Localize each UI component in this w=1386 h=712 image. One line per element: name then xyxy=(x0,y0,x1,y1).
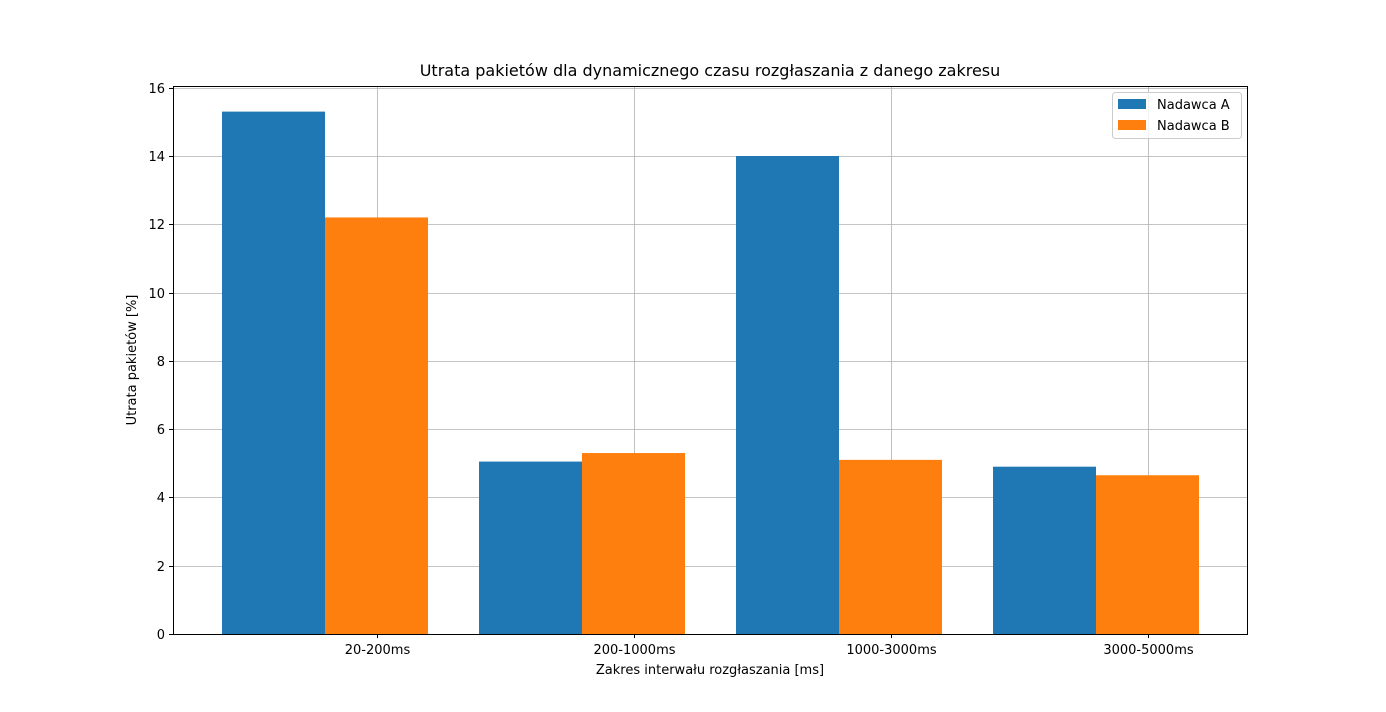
x-tick-label: 1000-3000ms xyxy=(846,643,937,658)
y-tick-label: 8 xyxy=(157,355,165,370)
x-tick-label: 3000-5000ms xyxy=(1103,643,1194,658)
y-tick-label: 12 xyxy=(148,218,165,233)
bars xyxy=(222,111,1199,634)
legend: Nadawca A Nadawca B xyxy=(1112,92,1242,139)
chart-title: Utrata pakietów dla dynamicznego czasu r… xyxy=(420,61,1001,80)
bar-nadawca-a-1 xyxy=(222,111,325,634)
bar-nadawca-b-2 xyxy=(582,453,685,634)
bar-nadawca-a-2 xyxy=(479,461,582,634)
y-tick-label: 2 xyxy=(157,560,165,575)
plot-frame xyxy=(173,86,1248,635)
legend-swatch xyxy=(1118,99,1146,109)
x-tick-label: 200-1000ms xyxy=(593,643,675,658)
axis-ticks: 0 2 4 6 8 10 12 14 16 20-200ms 200-1000ms 1000-3000… xyxy=(148,82,1193,658)
legend-label: Nadawca A xyxy=(1157,98,1230,113)
legend-swatch xyxy=(1118,120,1146,130)
legend-label: Nadawca B xyxy=(1157,119,1230,134)
bar-nadawca-a-3 xyxy=(736,155,839,634)
y-axis-label: Utrata pakietów [%] xyxy=(125,295,140,426)
y-tick-label: 4 xyxy=(157,491,165,506)
bar-nadawca-b-1 xyxy=(325,217,428,634)
x-tick-label: 20-200ms xyxy=(345,643,411,658)
bar-nadawca-a-4 xyxy=(993,466,1096,634)
y-tick-label: 10 xyxy=(148,287,165,302)
bar-nadawca-b-3 xyxy=(839,459,942,634)
y-tick-label: 0 xyxy=(157,628,165,643)
bar-nadawca-b-4 xyxy=(1096,475,1199,634)
x-axis-label: Zakres interwału rozgłaszania [ms] xyxy=(596,663,824,678)
y-tick-label: 16 xyxy=(148,82,165,97)
y-tick-label: 6 xyxy=(157,423,165,438)
y-tick-label: 14 xyxy=(148,150,165,165)
